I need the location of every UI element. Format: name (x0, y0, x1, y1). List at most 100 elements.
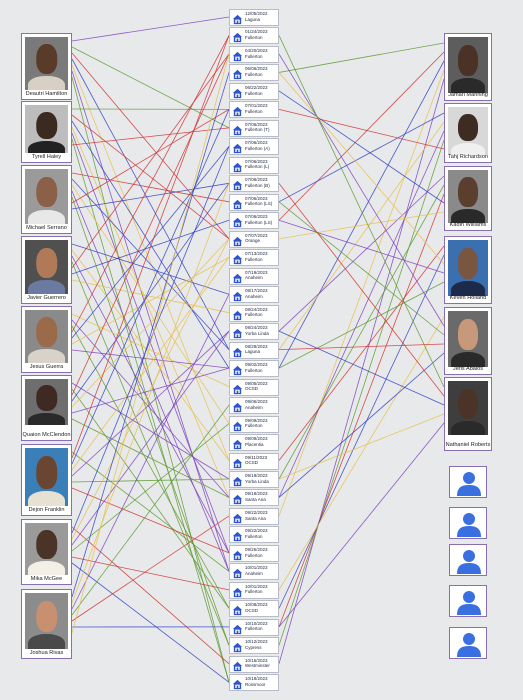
link-line (71, 313, 230, 387)
suspect-card[interactable]: Keven Holland (444, 236, 492, 304)
incident-card[interactable]: 12/05/2022 Laguna (229, 9, 279, 26)
incident-card[interactable]: 10/18/2023 Rossmoor (229, 674, 279, 692)
house-icon (232, 271, 243, 283)
link-line (278, 245, 445, 461)
unknown-suspect-card[interactable] (449, 507, 487, 539)
link-line (278, 109, 445, 150)
incident-label: 09/09/2023 Fullerton (245, 418, 268, 429)
incident-card[interactable]: 06/22/2023 Fullerton (229, 82, 279, 100)
incident-card[interactable]: 09/18/2023 Yorba Linda (229, 471, 279, 488)
link-line (278, 175, 445, 332)
incident-card[interactable]: 10/10/2023 Fullerton (229, 618, 279, 636)
suspect-card[interactable]: Tahj Richardson (444, 103, 492, 163)
incident-city: Yorba Linda (245, 330, 269, 336)
suspect-card[interactable]: Joshua Rivas (21, 589, 72, 659)
house-icon (232, 12, 243, 25)
link-line (278, 121, 445, 350)
suspect-card[interactable]: Deautri Hamilton (21, 33, 72, 100)
incident-city: OCSD (245, 386, 259, 392)
link-line (71, 478, 230, 483)
incident-card[interactable]: 09/09/2023 Fullerton (229, 415, 279, 433)
incident-label: 07/01/2023 Fullerton (245, 103, 268, 114)
incident-card[interactable]: 07/13/2023 Fullerton (229, 249, 279, 267)
incident-date: 09/09/2023 (245, 417, 268, 423)
incident-date: 09/18/2023 (245, 491, 268, 497)
link-line (278, 51, 445, 221)
incident-label: 07/07/2023 Orange (245, 233, 268, 244)
incident-card[interactable]: 04/20/2023 Fullerton (229, 45, 279, 63)
incident-card[interactable]: 09/02/2023 Fullerton (229, 360, 279, 378)
incident-card[interactable]: 07/06/2023 Fullerton (B) (229, 175, 279, 193)
incident-card[interactable]: 09/25/2023 Fullerton (229, 544, 279, 562)
link-line (71, 196, 230, 646)
incident-card[interactable]: 08/29/2023 Laguna (229, 341, 279, 359)
link-line (71, 53, 230, 269)
incident-card[interactable]: 08/17/2023 Anaheim (229, 286, 279, 304)
incident-card[interactable]: 09/22/2023 Fullerton (229, 526, 279, 544)
unknown-suspect-card[interactable] (449, 627, 487, 659)
incident-label: 10/12/2023 Cypress (245, 639, 268, 650)
incident-card[interactable]: 10/01/2023 Fullerton (229, 581, 279, 599)
incident-label: 09/05/2023 OCSD (245, 381, 268, 392)
person-silhouette-icon (457, 550, 481, 574)
suspect-card[interactable]: Tyrell Haley (21, 101, 72, 163)
unknown-suspect-card[interactable] (449, 466, 487, 498)
suspect-card[interactable]: Javier Guerrero (21, 236, 72, 304)
link-line (71, 382, 230, 480)
incident-card[interactable]: 10/12/2023 Cypress (229, 637, 279, 655)
person-silhouette-icon (457, 633, 481, 657)
incident-city: Fullerton (245, 589, 263, 595)
link-line (71, 294, 230, 610)
incident-card[interactable]: 09/18/2023 Santa Ana (229, 489, 279, 507)
incident-label: 10/18/2023 Rossmoor (245, 676, 268, 687)
incident-card[interactable]: 07/06/2023 Fullerton (A) (229, 138, 279, 156)
suspect-card[interactable]: Jesus Guerra (21, 306, 72, 373)
suspect-card[interactable]: Dejon Franklin (21, 444, 72, 516)
suspect-card[interactable]: Jamari Manning (444, 33, 492, 101)
suspect-card[interactable]: Michael Serrano (21, 165, 72, 234)
incident-card[interactable]: 06/06/2023 Fullerton (229, 64, 279, 82)
incident-card[interactable]: 10/08/2023 OCSD (229, 600, 279, 618)
incident-date: 07/06/2023 (245, 158, 268, 164)
link-line (71, 46, 230, 129)
suspect-card[interactable]: Kadin Williams (444, 166, 492, 231)
incident-card[interactable]: 09/11/2023 OCSD (229, 452, 279, 470)
unknown-suspect-card[interactable] (449, 585, 487, 617)
incident-city: Fullerton (245, 423, 263, 429)
incident-card[interactable]: 07/01/2023 Fullerton (229, 101, 279, 119)
incident-date: 10/10/2023 (245, 620, 268, 626)
incident-card[interactable]: 08/24/2023 Fullerton (229, 304, 279, 322)
link-line (71, 72, 230, 598)
suspect-card[interactable]: Jeris Abalos (444, 307, 492, 375)
suspect-card[interactable]: Mika McGee (21, 519, 72, 585)
incident-card[interactable]: 10/16/2023 Westminster (229, 655, 279, 673)
incident-card[interactable]: 08/24/2023 Yorba Linda (229, 323, 279, 341)
house-icon (232, 326, 243, 339)
incident-date: 09/11/2023 (245, 454, 268, 460)
incident-card[interactable]: 07/06/2023 Fullerton (T) (229, 119, 279, 137)
incident-card[interactable]: 09/22/2023 Santa Ana (229, 507, 279, 525)
incident-card[interactable]: 07/06/2023 Fullerton (L) (229, 156, 279, 174)
incident-card[interactable]: 01/24/2023 Fullerton (229, 27, 279, 45)
suspect-name: Javier Guerrero (27, 294, 66, 301)
incident-city: Yorba Linda (245, 478, 269, 484)
incident-card[interactable]: 07/19/2023 Anaheim (229, 267, 279, 285)
mugshot-photo (448, 170, 488, 223)
incident-card[interactable]: 10/01/2023 Anaheim (229, 563, 279, 581)
incident-card[interactable]: 09/09/2023 Placentia (229, 434, 279, 452)
suspect-card[interactable]: Nathaniel Roberts (444, 377, 492, 451)
incident-card[interactable]: 07/06/2023 Fullerton (LS) (229, 212, 279, 230)
house-icon (232, 160, 243, 172)
incident-card[interactable]: 07/07/2023 Orange (229, 230, 279, 248)
house-icon (232, 123, 243, 135)
link-line (71, 183, 230, 604)
incident-card[interactable]: 07/06/2023 Fullerton (LS) (229, 193, 279, 211)
unknown-suspect-card[interactable] (449, 544, 487, 576)
incident-card[interactable]: 09/06/2023 Anaheim (229, 397, 279, 415)
suspect-card[interactable]: Quaion McClendon (21, 375, 72, 441)
link-line (71, 178, 230, 350)
incident-card[interactable]: 09/05/2023 OCSD (229, 378, 279, 396)
link-line (278, 53, 445, 327)
incident-date: 07/06/2023 (245, 121, 268, 127)
house-icon (232, 289, 243, 302)
